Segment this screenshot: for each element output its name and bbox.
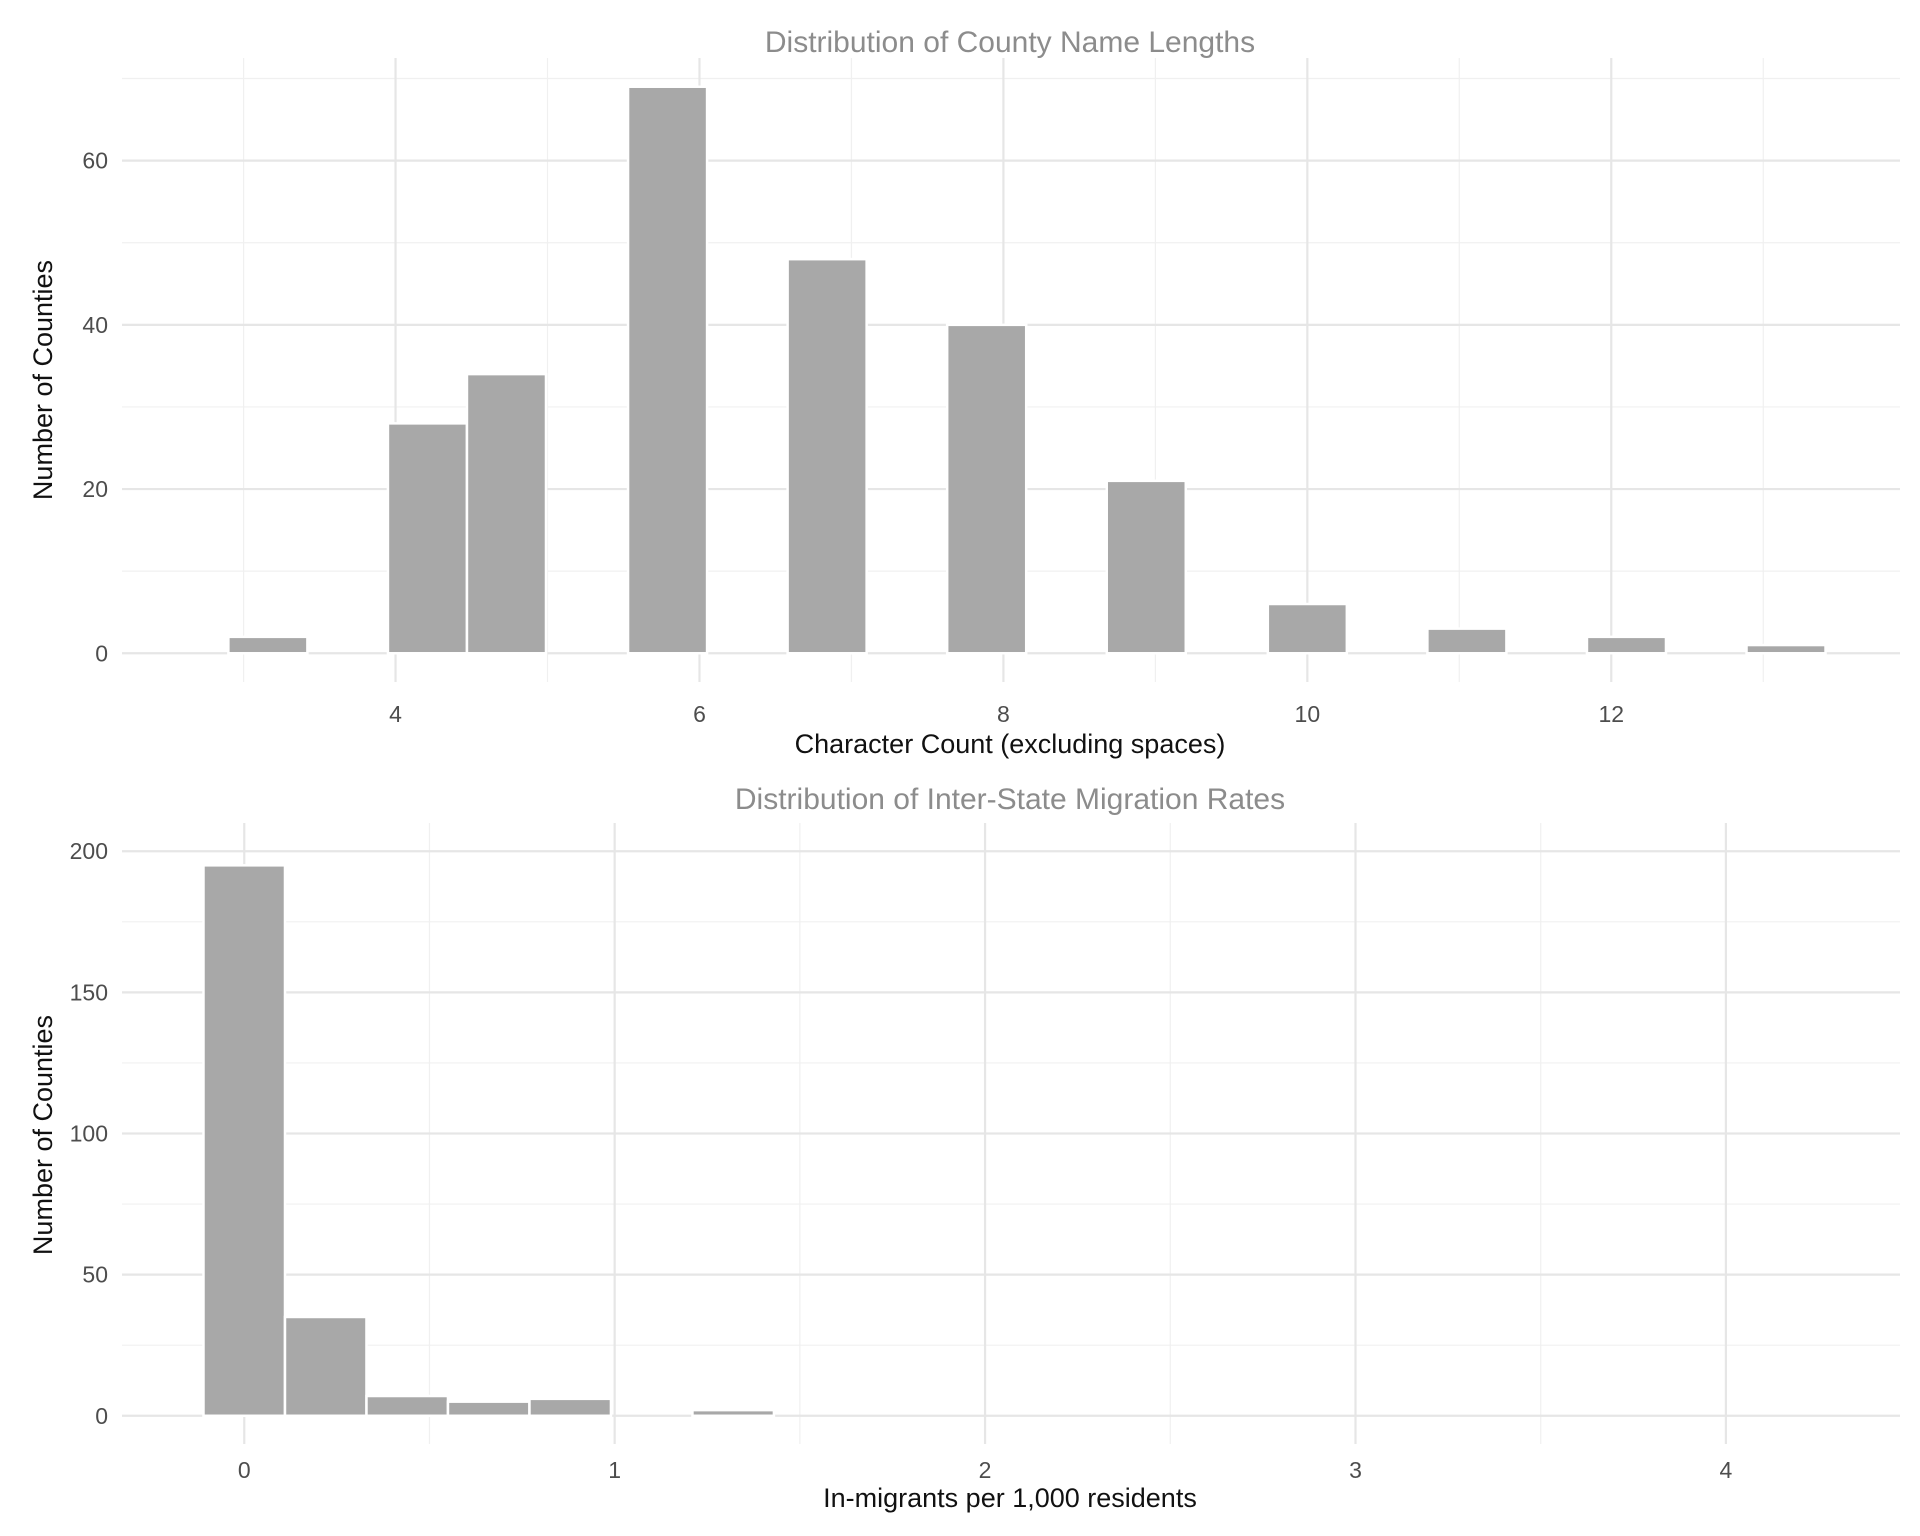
- x-axis-title: In-migrants per 1,000 residents: [823, 1483, 1197, 1513]
- histogram-bar: [365, 1394, 450, 1418]
- x-tick-label: 8: [997, 701, 1010, 727]
- x-tick-label: 1: [608, 1457, 621, 1483]
- histogram-bar: [1585, 635, 1668, 655]
- y-tick-label: 200: [70, 838, 108, 864]
- x-tick-label: 4: [389, 701, 402, 727]
- histogram-bar: [1745, 643, 1827, 655]
- x-tick-label: 12: [1598, 701, 1624, 727]
- y-tick-label: 150: [70, 979, 108, 1005]
- histogram-bar: [691, 1408, 776, 1418]
- y-tick-label: 40: [82, 312, 108, 338]
- histogram-bars: [202, 864, 776, 1418]
- gridlines: [122, 823, 1900, 1444]
- histogram-bar: [786, 257, 868, 655]
- y-tick-labels: 0 20 40 60: [82, 148, 108, 667]
- y-tick-label: 20: [82, 476, 108, 502]
- x-tick-labels: 4 6 8 10 12: [389, 701, 1624, 727]
- y-axis-title: Number of Counties: [28, 1015, 58, 1255]
- histogram-bars: [227, 85, 1827, 655]
- histogram-bar: [1266, 602, 1349, 655]
- histogram-bar: [1105, 479, 1188, 655]
- x-tick-label: 3: [1349, 1457, 1362, 1483]
- y-tick-label: 100: [70, 1121, 108, 1147]
- panel-title: Distribution of County Name Lengths: [765, 26, 1255, 59]
- x-tick-label: 10: [1295, 701, 1321, 727]
- panel-title: Distribution of Inter-State Migration Ra…: [735, 783, 1285, 816]
- x-tick-label: 6: [693, 701, 706, 727]
- x-axis-title: Character Count (excluding spaces): [795, 729, 1226, 759]
- histogram-bar: [227, 635, 309, 655]
- x-tick-labels: 0 1 2 3 4: [238, 1457, 1733, 1483]
- x-tick-label: 2: [979, 1457, 992, 1483]
- y-tick-label: 50: [82, 1262, 108, 1288]
- histogram-bar: [1426, 627, 1508, 655]
- histogram-bar: [446, 1400, 531, 1418]
- histogram-bar: [945, 323, 1028, 655]
- y-tick-label: 0: [95, 640, 108, 666]
- panel-name-lengths: Distribution of County Name Lengths 4 6 8 1…: [28, 26, 1900, 759]
- y-tick-labels: 0 50 100 150 200: [70, 838, 108, 1429]
- histogram-bar: [386, 422, 469, 655]
- histogram-bar: [283, 1315, 368, 1418]
- x-tick-label: 4: [1720, 1457, 1733, 1483]
- y-axis-title: Number of Counties: [28, 260, 58, 500]
- histogram-bar: [202, 864, 287, 1418]
- histogram-bar: [465, 372, 548, 655]
- x-tick-label: 0: [238, 1457, 251, 1483]
- panel-migration-rates: Distribution of Inter-State Migration Ra…: [28, 783, 1900, 1513]
- histogram-bar: [528, 1397, 613, 1418]
- histogram-bar: [626, 85, 709, 655]
- y-tick-label: 60: [82, 148, 108, 174]
- y-tick-label: 0: [95, 1403, 108, 1429]
